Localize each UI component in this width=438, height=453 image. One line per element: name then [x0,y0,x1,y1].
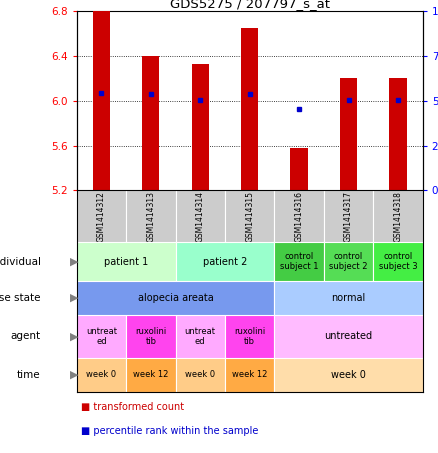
Text: ■ transformed count: ■ transformed count [81,401,184,412]
Text: disease state: disease state [0,293,40,303]
Text: ▶: ▶ [70,331,78,342]
Bar [324,190,373,242]
Text: ▶: ▶ [70,256,78,267]
Text: agent: agent [11,331,40,342]
Bar [274,315,423,358]
Text: GSM1414317: GSM1414317 [344,191,353,242]
Bar [373,242,423,281]
Bar [77,242,176,281]
Text: individual: individual [0,256,40,267]
Text: control
subject 1: control subject 1 [280,252,318,271]
Text: ruxolini
tib: ruxolini tib [234,327,265,346]
Bar [126,358,176,392]
Text: GSM1414314: GSM1414314 [196,191,205,242]
Bar [176,190,225,242]
Bar [176,315,225,358]
Text: untreated: untreated [325,331,373,342]
Text: patient 1: patient 1 [104,256,148,267]
Bar [77,315,126,358]
Bar [225,315,274,358]
Text: GSM1414318: GSM1414318 [393,191,403,242]
Bar [225,358,274,392]
Text: week 0: week 0 [331,370,366,380]
Bar [225,190,274,242]
Bar [274,281,423,315]
Text: ▶: ▶ [70,293,78,303]
Text: patient 2: patient 2 [203,256,247,267]
Text: week 12: week 12 [133,371,169,379]
Bar [274,190,324,242]
Bar [126,190,176,242]
Text: control
subject 2: control subject 2 [329,252,368,271]
Bar [274,358,423,392]
Bar [340,78,357,190]
Text: GSM1414316: GSM1414316 [295,191,304,242]
Bar [241,28,258,190]
Text: ▶: ▶ [70,370,78,380]
Text: control
subject 3: control subject 3 [378,252,417,271]
Text: alopecia areata: alopecia areata [138,293,213,303]
Text: GSM1414313: GSM1414313 [146,191,155,242]
Bar [389,78,406,190]
Bar [77,281,274,315]
Text: normal: normal [332,293,366,303]
Title: GDS5275 / 207797_s_at: GDS5275 / 207797_s_at [170,0,330,10]
Bar [176,242,274,281]
Bar [93,11,110,190]
Bar [142,56,159,190]
Bar [126,315,176,358]
Text: untreat
ed: untreat ed [86,327,117,346]
Text: ■ percentile rank within the sample: ■ percentile rank within the sample [81,426,258,437]
Text: untreat
ed: untreat ed [185,327,216,346]
Text: week 0: week 0 [86,371,117,379]
Bar [290,148,308,190]
Text: GSM1414312: GSM1414312 [97,191,106,242]
Bar [274,242,324,281]
Bar [176,358,225,392]
Bar [77,358,126,392]
Bar [373,190,423,242]
Text: ruxolini
tib: ruxolini tib [135,327,166,346]
Text: GSM1414315: GSM1414315 [245,191,254,242]
Bar [324,242,373,281]
Text: week 0: week 0 [185,371,215,379]
Text: week 12: week 12 [232,371,267,379]
Bar [191,64,209,190]
Bar [77,190,126,242]
Text: time: time [17,370,40,380]
